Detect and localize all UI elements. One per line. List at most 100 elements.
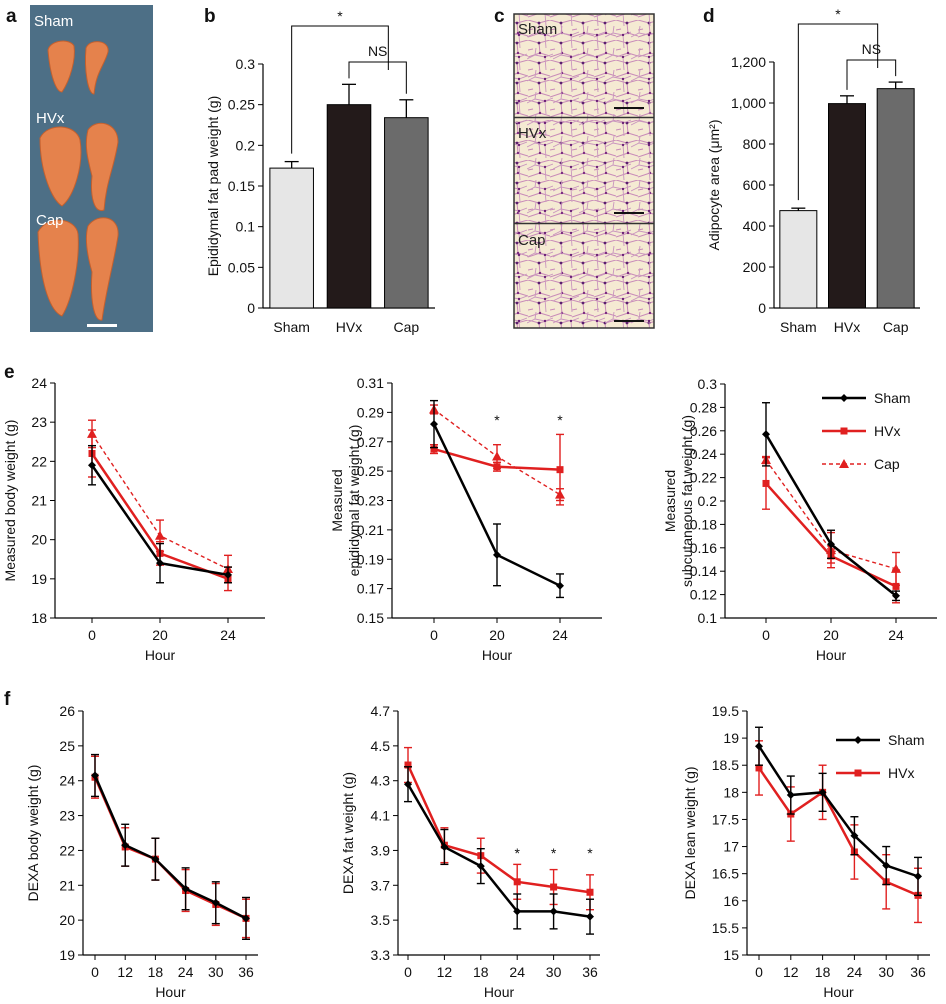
bar-sham [779, 210, 818, 309]
y-tick-label: 0.05 [228, 259, 255, 275]
panel-label-f: f [4, 689, 11, 710]
x-tick-label: HVx [336, 319, 362, 335]
y-tick-label: 0.22 [690, 470, 717, 486]
series-line-hvx [93, 776, 247, 920]
y-axis-title: Measured [662, 470, 678, 532]
x-tick-label: 24 [509, 964, 525, 980]
y-tick-label: 800 [743, 136, 767, 152]
scale-bar [87, 324, 117, 327]
y-axis-title: Adipocyte area (μm²) [706, 120, 722, 251]
micrograph-cap: Cap [514, 224, 654, 328]
series-line-cap [765, 459, 897, 570]
legend-label-hvx: HVx [888, 765, 914, 781]
y-tick-label: 0.15 [357, 610, 384, 626]
data-point-sham [430, 420, 438, 429]
data-point-sham [850, 831, 859, 840]
y-tick-label: 15 [723, 947, 739, 963]
y-tick-label: 0.31 [357, 375, 384, 391]
y-tick-label: 20 [31, 532, 47, 548]
y-axis-title: DEXA body weight (g) [25, 765, 41, 902]
y-tick-label: 0.2 [236, 137, 256, 153]
y-tick-label: 22 [31, 453, 47, 469]
data-point-sham [440, 842, 449, 851]
series-line-hvx [757, 767, 919, 897]
chart-f-dexa-fat-weight: 3.3 3.5 3.7 3.9 4.1 4.3 4.5 4.7 DEXA fat weight … [340, 703, 600, 1000]
y-tick-label: 26 [59, 703, 75, 719]
data-point-sham [827, 540, 835, 549]
data-point-hvx [550, 883, 558, 891]
x-tick-label: 36 [238, 964, 254, 980]
micro-label-hvx: HVx [518, 125, 547, 142]
panel-label-a: a [6, 6, 17, 27]
y-axis-title: Measured body weight (g) [2, 420, 18, 582]
chart-f-dexa-body-weight: 19 20 21 22 23 24 25 26 DEXA body weight (g) 0 12 1… [25, 703, 258, 1000]
ns-label: NS [368, 43, 387, 59]
x-tick-label: 36 [582, 964, 598, 980]
y-tick-label: 24 [59, 773, 75, 789]
histology-micrographs: Sham HVx Cap [513, 13, 655, 329]
panel-label-c: c [494, 6, 505, 27]
x-tick-label: 30 [208, 964, 224, 980]
data-point-sham [121, 841, 130, 850]
y-tick-label: 4.5 [371, 738, 391, 754]
x-tick-label: 20 [152, 627, 168, 643]
y-tick-label: 0.29 [357, 404, 384, 420]
chart-e-body-weight: 18 19 20 21 22 23 24 Measured body weight (g) 0 2… [2, 375, 265, 663]
x-axis-title: Hour [816, 647, 847, 663]
data-point-hvx [762, 479, 770, 487]
micro-label-cap: Cap [518, 232, 546, 249]
data-point-sham [549, 907, 558, 916]
y-axis-title: DEXA lean weight (g) [682, 766, 698, 899]
chart-b-epididymal-fat-pad: 0 0.05 0.1 0.15 0.2 0.25 0.3 Epididymal fat pad… [205, 8, 435, 335]
series-line-sham [93, 774, 247, 920]
x-tick-label: 12 [437, 964, 453, 980]
panel-label-e: e [4, 362, 15, 383]
y-tick-label: 0.3 [698, 376, 718, 392]
y-tick-label: 3.5 [371, 912, 391, 928]
x-tick-label: 0 [404, 964, 412, 980]
photo-label-hvx: HVx [36, 110, 65, 127]
x-tick-label: 18 [473, 964, 489, 980]
y-tick-label: 4.7 [371, 703, 391, 719]
y-tick-label: 15.5 [712, 920, 739, 936]
ns-bracket [846, 59, 897, 90]
data-point-sham [914, 872, 922, 881]
y-tick-label: 1,000 [731, 95, 766, 111]
x-tick-label: 24 [220, 627, 236, 643]
significance-star: * [494, 412, 500, 428]
data-point-hvx [513, 878, 521, 886]
data-point-sham [91, 771, 99, 780]
significance-star: * [587, 845, 593, 861]
bar-hvx [326, 104, 372, 309]
data-point-sham [755, 742, 763, 751]
data-point-hvx [493, 463, 501, 471]
data-point-sham [892, 591, 900, 600]
y-tick-label: 400 [743, 218, 767, 234]
y-axis-title: epididymal fat weight (g) [346, 425, 362, 577]
data-point-sham [513, 907, 522, 916]
y-tick-label: 23 [59, 808, 75, 824]
x-tick-label: 24 [552, 627, 568, 643]
y-tick-label: 200 [743, 259, 767, 275]
y-tick-label: 0.2 [698, 493, 718, 509]
y-tick-label: 22 [59, 842, 75, 858]
x-tick-label: Cap [393, 319, 419, 335]
significance-star: * [557, 412, 563, 428]
y-tick-label: 0.26 [690, 423, 717, 439]
y-tick-label: 0.25 [357, 463, 384, 479]
panel-label-b: b [204, 6, 216, 27]
y-tick-label: 24 [31, 375, 47, 391]
data-point-hvx [556, 466, 564, 474]
y-tick-label: 0.1 [236, 219, 256, 235]
x-tick-label: 24 [888, 627, 904, 643]
x-tick-label: 36 [910, 964, 926, 980]
legend-marker-sham [840, 394, 848, 402]
x-axis-title: Hour [155, 984, 186, 1000]
y-tick-label: 1,200 [731, 54, 766, 70]
x-axis-title: Hour [145, 647, 176, 663]
x-tick-label: 30 [878, 964, 894, 980]
legend-marker-hvx [840, 427, 848, 435]
x-tick-label: 0 [430, 627, 438, 643]
y-tick-label: 0.23 [357, 493, 384, 509]
